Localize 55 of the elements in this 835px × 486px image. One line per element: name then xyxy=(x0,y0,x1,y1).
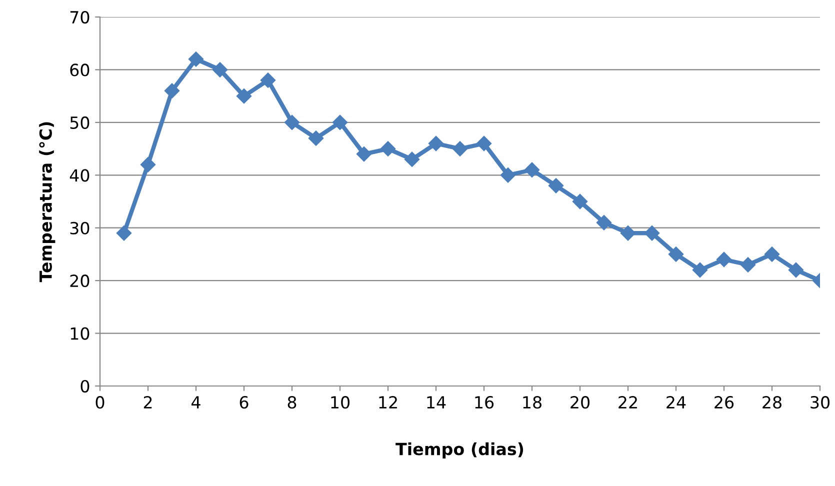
y-tick-label: 10 xyxy=(70,327,90,340)
y-tick-label: 20 xyxy=(70,274,90,288)
x-tick-label: 30 xyxy=(810,396,830,409)
point xyxy=(476,136,492,152)
x-tick-label: 22 xyxy=(618,396,637,408)
point xyxy=(620,226,636,241)
x-tick-label: 24 xyxy=(666,396,686,408)
point xyxy=(644,226,660,241)
point xyxy=(572,194,588,210)
x-tick-label: 16 xyxy=(475,396,494,409)
point xyxy=(692,262,708,278)
point xyxy=(764,246,780,262)
point xyxy=(284,114,300,130)
x-tick-label: 2 xyxy=(144,396,152,408)
point xyxy=(140,157,156,172)
x-tick-label: 20 xyxy=(570,396,590,409)
y-tick-label: 70 xyxy=(70,10,90,24)
point xyxy=(548,178,564,194)
y-tick-label: 60 xyxy=(70,64,90,76)
point xyxy=(308,130,324,146)
x-tick-label: 4 xyxy=(192,396,200,408)
point xyxy=(188,52,204,67)
x-axis-title: Tiempo (dias) xyxy=(396,442,524,459)
x-tick-label: 8 xyxy=(288,396,296,409)
y-tick-label: 40 xyxy=(70,169,90,182)
point xyxy=(596,215,612,230)
point xyxy=(668,246,684,262)
point xyxy=(332,114,348,130)
point xyxy=(236,88,252,104)
point xyxy=(500,168,516,183)
x-tick-label: 0 xyxy=(96,396,104,409)
point xyxy=(788,262,804,278)
x-tick-label: 12 xyxy=(379,396,397,408)
point xyxy=(356,146,372,162)
y-tick-label: 30 xyxy=(70,222,90,234)
y-axis-title: Temperatura (°C) xyxy=(39,122,56,282)
point xyxy=(716,252,732,268)
point xyxy=(164,83,180,98)
x-tick-label: 10 xyxy=(331,396,350,409)
point xyxy=(116,226,132,241)
point xyxy=(212,62,228,78)
x-tick-label: 18 xyxy=(523,396,542,409)
point xyxy=(740,257,756,272)
x-tick-label: 14 xyxy=(427,396,446,408)
x-tick-label: 28 xyxy=(762,396,782,409)
x-tick-label: 6 xyxy=(240,396,248,409)
point xyxy=(404,152,420,167)
point xyxy=(380,141,396,156)
point xyxy=(452,141,468,156)
y-tick-label: 50 xyxy=(70,116,90,129)
x-tick-label: 26 xyxy=(714,396,734,409)
point xyxy=(524,162,540,178)
point xyxy=(260,72,276,88)
point xyxy=(428,136,444,152)
y-tick-label: 0 xyxy=(80,380,90,393)
